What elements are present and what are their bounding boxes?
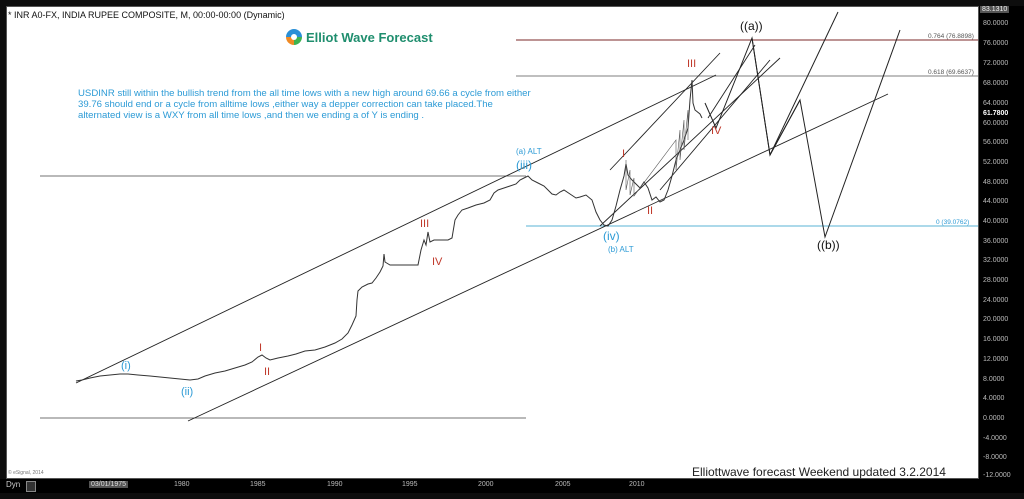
wave-label-ii: (ii)	[181, 386, 194, 398]
projection-path-a	[704, 11, 839, 157]
y-axis-top-value: 83.1310	[980, 6, 1010, 13]
y-tick: 4.0000	[983, 395, 1005, 402]
wave-label-b-alt: (b) ALT	[608, 245, 634, 254]
y-tick: 56.0000	[983, 139, 1009, 146]
y-tick: 16.0000	[983, 336, 1009, 343]
logo-text: Elliot Wave Forecast	[306, 29, 433, 45]
chart-title: * INR A0-FX, INDIA RUPEE COMPOSITE, M, 0…	[8, 10, 285, 20]
y-tick: -8.0000	[983, 454, 1007, 461]
y-tick: -12.0000	[983, 472, 1011, 479]
upper-channel-line	[75, 74, 717, 384]
x-tick: 1980	[174, 481, 190, 488]
fib-0764-label: 0.764 (76.8898)	[928, 33, 974, 40]
y-tick: 76.0000	[983, 40, 1009, 47]
x-tick: 1990	[327, 481, 343, 488]
x-tick: 2005	[555, 481, 571, 488]
x-tick: 2010	[629, 481, 645, 488]
y-tick: 44.0000	[983, 198, 1009, 205]
y-tick: 52.0000	[983, 159, 1009, 166]
last-price-label: 61.7800	[983, 110, 1009, 117]
copyright-text: © eSignal, 2014	[8, 470, 44, 476]
support-line	[599, 57, 781, 227]
y-tick: 24.0000	[983, 297, 1009, 304]
wave-label-a-alt: (a) ALT	[516, 147, 542, 156]
wave-label-I-2: I	[622, 148, 626, 160]
update-caption: Elliottwave forecast Weekend updated 3.2…	[692, 465, 946, 479]
y-tick: 0.0000	[983, 415, 1005, 422]
y-tick: 60.0000	[983, 120, 1009, 127]
dynamic-mode-label: Dyn	[6, 480, 21, 489]
price-series	[75, 79, 703, 382]
wave-label-i: (i)	[121, 360, 131, 372]
wave-label-III-1: III	[420, 218, 430, 230]
wave-label-III-2: III	[687, 58, 697, 70]
wave-label-iii: (iii)	[516, 158, 532, 172]
analysis-note: USDINR still within the bullish trend fr…	[78, 88, 531, 121]
y-tick: 28.0000	[983, 277, 1009, 284]
y-tick: 68.0000	[983, 80, 1009, 87]
brand-logo: Elliot Wave Forecast	[286, 29, 433, 45]
wave-label-IV-2: IV	[711, 125, 722, 137]
scale-toggle-button[interactable]	[26, 481, 36, 492]
x-axis[interactable]: Dyn 03/01/1975 1980 1985 1990 1995 2000 …	[0, 479, 1024, 493]
x-tick: 2000	[478, 481, 494, 488]
wave-label-II-1: II	[264, 366, 271, 378]
fib-0-label: 0 (39.0762)	[936, 219, 970, 226]
y-tick: 36.0000	[983, 238, 1009, 245]
plot-area[interactable]	[6, 6, 979, 479]
y-tick: 64.0000	[983, 100, 1009, 107]
fib-0618-label: 0.618 (69.6637)	[928, 69, 974, 76]
y-tick: 32.0000	[983, 257, 1009, 264]
wave-label-aa: ((a))	[740, 19, 763, 33]
wave-label-I-1: I	[259, 342, 263, 354]
y-axis[interactable]: 83.1310 80.0000 76.0000 72.0000 68.0000 …	[979, 6, 1024, 479]
x-tick: 1995	[402, 481, 418, 488]
selected-date-label: 03/01/1975	[89, 481, 129, 488]
inner-channel-a	[707, 44, 756, 119]
y-tick: 80.0000	[983, 20, 1009, 27]
projection-path-b	[751, 29, 901, 239]
lower-channel-line	[187, 93, 889, 422]
y-tick: -4.0000	[983, 435, 1007, 442]
y-tick: 72.0000	[983, 60, 1009, 67]
x-tick: 1985	[250, 481, 266, 488]
wave-label-II-2: II	[647, 205, 654, 217]
inner-channel-b	[609, 52, 721, 171]
wave-label-iv: (iv)	[603, 229, 620, 243]
logo-icon	[286, 29, 302, 45]
wave-label-IV-1: IV	[432, 256, 443, 268]
y-tick: 40.0000	[983, 218, 1009, 225]
y-tick: 12.0000	[983, 356, 1009, 363]
wave-label-bb: ((b))	[817, 238, 840, 252]
y-tick: 8.0000	[983, 376, 1005, 383]
y-tick: 20.0000	[983, 316, 1009, 323]
y-tick: 48.0000	[983, 179, 1009, 186]
